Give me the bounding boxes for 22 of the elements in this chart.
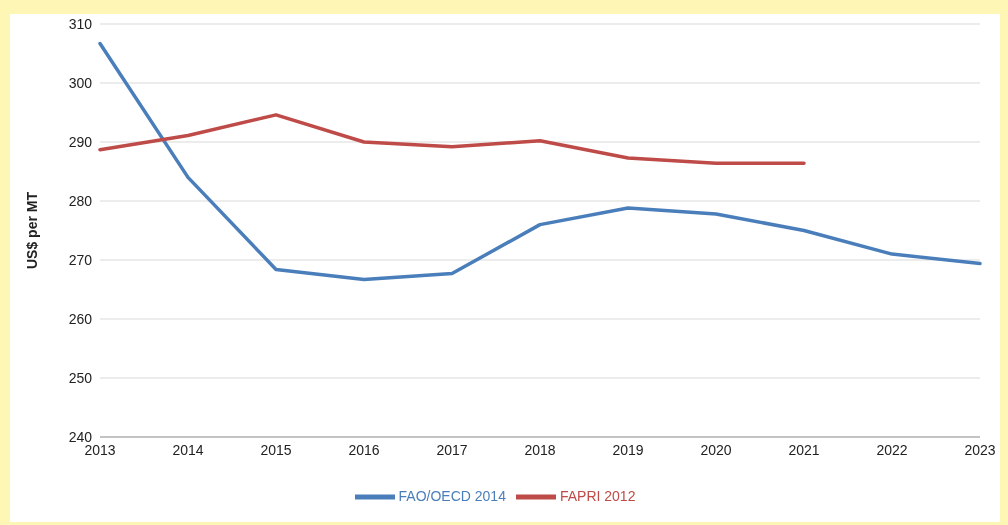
x-tick-label: 2018 xyxy=(524,441,556,458)
x-tick-label: 2022 xyxy=(876,441,908,458)
y-tick-label: 300 xyxy=(68,74,93,91)
line-series xyxy=(98,41,982,282)
y-tick-label: 310 xyxy=(68,15,93,32)
x-tick-label: 2023 xyxy=(964,441,996,458)
y-tick-label: 290 xyxy=(68,133,93,150)
y-tick-label: 260 xyxy=(68,310,93,327)
y-tick-label: 280 xyxy=(68,192,93,209)
y-tick-label: 250 xyxy=(68,369,93,386)
y-axis-title: US$ per MT xyxy=(23,191,40,270)
x-tick-label: 2017 xyxy=(436,441,468,458)
x-tick-label: 2021 xyxy=(788,441,820,458)
x-tick-label: 2019 xyxy=(612,441,644,458)
x-tick-label: 2020 xyxy=(700,441,732,458)
legend-label: FAO/OECD 2014 xyxy=(398,487,506,504)
legend-label: FAPRI 2012 xyxy=(559,487,636,504)
x-tick-label: 2016 xyxy=(348,441,380,458)
line-series xyxy=(98,113,806,165)
y-tick-label: 270 xyxy=(68,251,93,268)
x-tick-label: 2015 xyxy=(260,441,292,458)
x-tick-label: 2014 xyxy=(172,441,204,458)
